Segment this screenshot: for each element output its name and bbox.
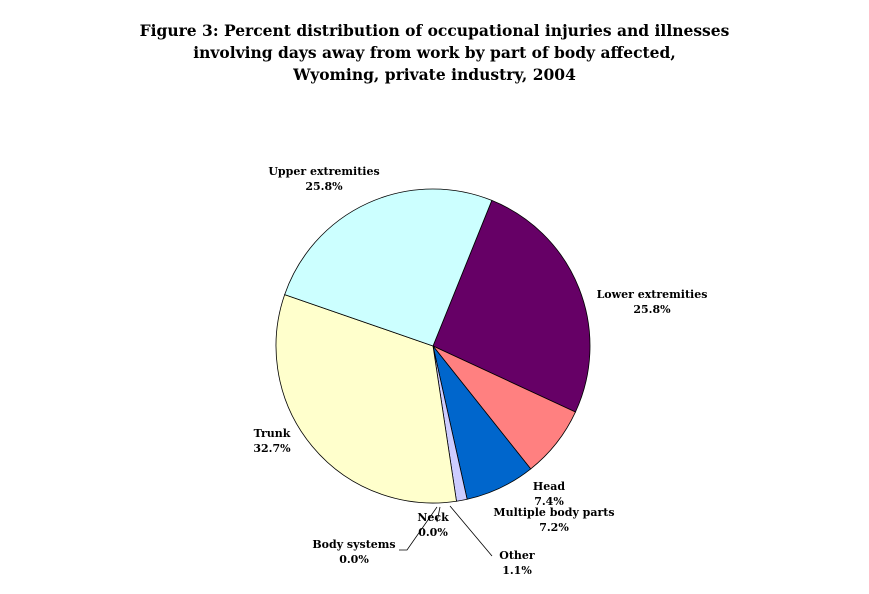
leader-lines — [399, 505, 493, 557]
leader-neck — [436, 506, 441, 523]
chart-title-line-3: Wyoming, private industry, 2004 — [293, 65, 576, 84]
slice-upper-extremities — [284, 188, 493, 347]
chart-title: Figure 3: Percent distribution of occupa… — [0, 20, 869, 86]
label-lower-extremities-value: 25.8% — [633, 303, 671, 316]
leader-body-systems — [399, 506, 438, 551]
leader-other — [449, 505, 493, 557]
chart-title-line-1: Figure 3: Percent distribution of occupa… — [139, 21, 730, 40]
label-upper-extremities-name: Upper extremities — [268, 165, 379, 178]
label-neck-value: 0.0% — [418, 526, 448, 539]
label-head-value: 7.4% — [534, 495, 564, 508]
pie-slices — [275, 188, 591, 504]
label-multiple-body-parts-value: 7.2% — [539, 521, 569, 534]
chart-title-line-2: involving days away from work by part of… — [193, 43, 676, 62]
slice-labels: Lower extremities 25.8% Head 7.4%Multiple b… — [253, 165, 707, 577]
label-neck-name: Neck — [417, 511, 449, 524]
label-head-name: Head — [533, 480, 566, 493]
label-trunk-name: Trunk — [254, 427, 291, 440]
label-lower-extremities-name: Lower extremities — [597, 288, 708, 301]
label-other-value: 1.1% — [502, 564, 532, 577]
label-body-systems-name: Body systems — [312, 538, 395, 551]
slice-trunk — [275, 294, 457, 504]
label-body-systems-value: 0.0% — [339, 553, 369, 566]
label-other-name: Other — [499, 549, 535, 562]
label-multiple-body-parts-name: Multiple body parts — [493, 506, 614, 519]
label-trunk-value: 32.7% — [253, 442, 291, 455]
slice-lower-extremities — [432, 199, 591, 413]
label-upper-extremities-value: 25.8% — [305, 180, 343, 193]
